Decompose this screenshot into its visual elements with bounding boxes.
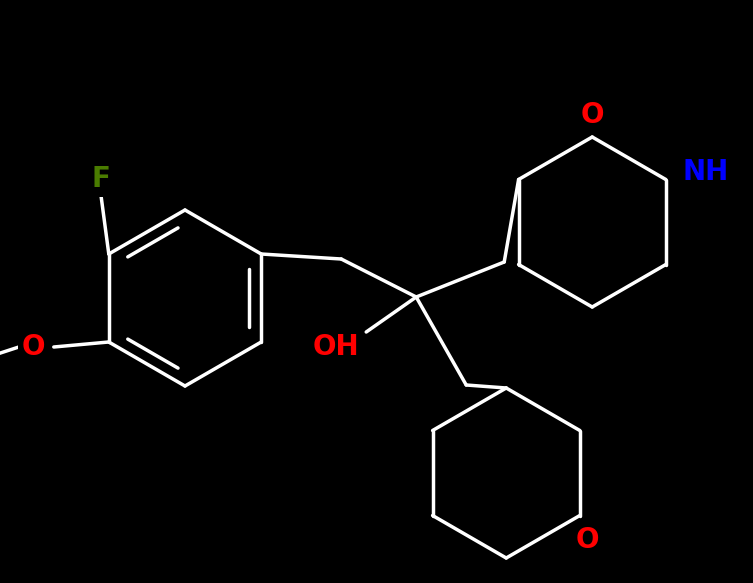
Text: O: O xyxy=(22,333,45,361)
Text: OH: OH xyxy=(313,333,359,361)
Text: F: F xyxy=(91,165,110,193)
Text: O: O xyxy=(581,101,604,129)
Text: O: O xyxy=(576,526,599,554)
Text: NH: NH xyxy=(683,157,729,185)
